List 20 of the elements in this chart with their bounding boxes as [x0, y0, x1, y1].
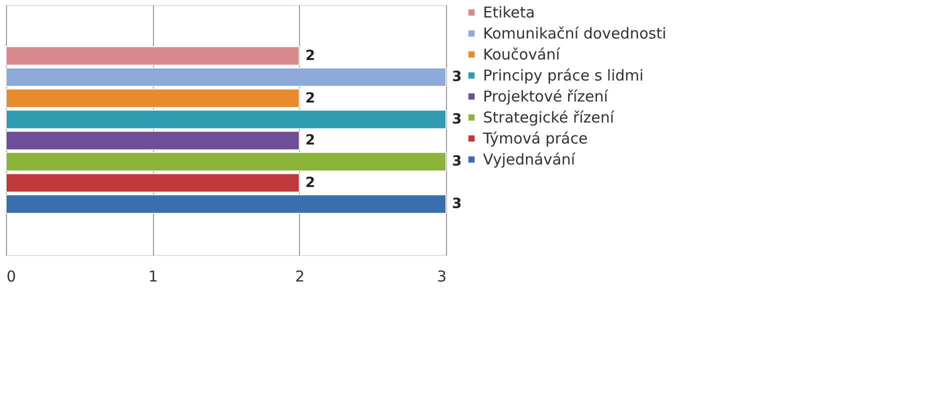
data-label: 2 [305, 132, 316, 149]
legend-label: Koučování [483, 46, 561, 64]
legend-label: Týmová práce [482, 130, 588, 148]
x-tick-label: 0 [6, 268, 16, 286]
x-tick-label: 1 [148, 268, 158, 286]
data-label: 2 [305, 48, 316, 64]
legend-label: Etiketa [483, 4, 535, 22]
x-tick-label: 2 [295, 268, 305, 286]
x-tick-label: 3 [436, 268, 446, 286]
data-label: 3 [452, 111, 462, 128]
legend-label: Vyjednávání [483, 150, 576, 168]
legend-label: Strategické řízení [483, 108, 615, 126]
data-label: 3 [452, 69, 462, 86]
legend-label: Projektové řízení [483, 88, 609, 106]
data-label: 2 [305, 90, 316, 106]
data-label: 3 [452, 154, 462, 170]
data-label: 2 [305, 174, 316, 191]
legend-label: Principy práce s lidmi [483, 66, 644, 84]
data-label: 3 [452, 196, 462, 212]
legend-label: Komunikační dovednosti [483, 24, 666, 42]
